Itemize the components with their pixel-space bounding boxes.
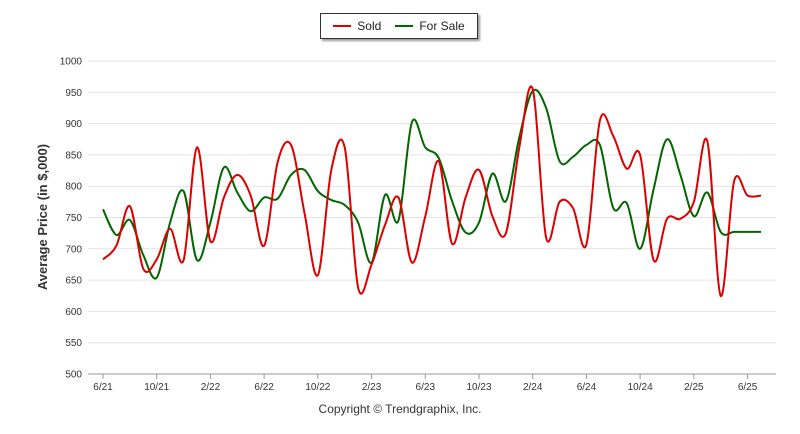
y-axis-ticks: 500 550 600 650 700 750 800 850 900 950 1000 xyxy=(60,57,83,381)
legend-label-sold: Sold xyxy=(357,19,382,33)
legend-swatch-sold xyxy=(333,25,352,27)
x-tick-label: 6/21 xyxy=(93,382,113,393)
y-tick-label: 750 xyxy=(65,213,82,224)
x-tick-label: 6/23 xyxy=(416,382,436,393)
x-tick-label: 2/24 xyxy=(523,382,543,393)
legend-item-for-sale[interactable]: For Sale xyxy=(395,19,465,33)
series-line-sold xyxy=(102,85,762,297)
x-axis-ticks: 6/21 10/21 2/22 6/22 10/22 2/23 6/23 10/23 2/24 6… xyxy=(93,374,758,393)
x-tick-label: 10/21 xyxy=(144,382,169,393)
x-tick-label: 6/24 xyxy=(577,382,597,393)
x-tick-label: 2/22 xyxy=(201,382,221,393)
y-tick-label: 850 xyxy=(65,150,82,161)
y-tick-label: 700 xyxy=(65,244,82,255)
y-tick-label: 900 xyxy=(65,119,82,130)
y-tick-label: 650 xyxy=(65,276,82,287)
grid-lines xyxy=(88,60,776,375)
series-line-for-sale xyxy=(102,88,761,280)
y-tick-label: 1000 xyxy=(60,57,83,68)
y-tick-label: 950 xyxy=(65,88,82,99)
x-tick-label: 2/23 xyxy=(362,382,382,393)
y-tick-label: 550 xyxy=(65,338,82,349)
copyright-footer: Copyright © Trendgraphix, Inc. xyxy=(318,402,482,416)
y-tick-label: 800 xyxy=(65,182,82,193)
x-tick-label: 2/25 xyxy=(684,382,704,393)
y-axis-label: Average Price (in $,000) xyxy=(35,143,50,291)
legend-label-for-sale: For Sale xyxy=(419,19,465,33)
legend-swatch-for-sale xyxy=(395,25,414,27)
y-tick-label: 500 xyxy=(65,370,82,381)
series-lines xyxy=(102,85,762,297)
x-tick-label: 6/22 xyxy=(254,382,274,393)
chart-legend: Sold For Sale xyxy=(320,13,478,39)
legend-item-sold[interactable]: Sold xyxy=(333,19,381,33)
y-tick-label: 600 xyxy=(65,307,82,318)
x-tick-label: 10/23 xyxy=(466,382,491,393)
x-tick-label: 6/25 xyxy=(738,382,758,393)
x-tick-label: 10/24 xyxy=(628,382,653,393)
x-tick-label: 10/22 xyxy=(305,382,330,393)
